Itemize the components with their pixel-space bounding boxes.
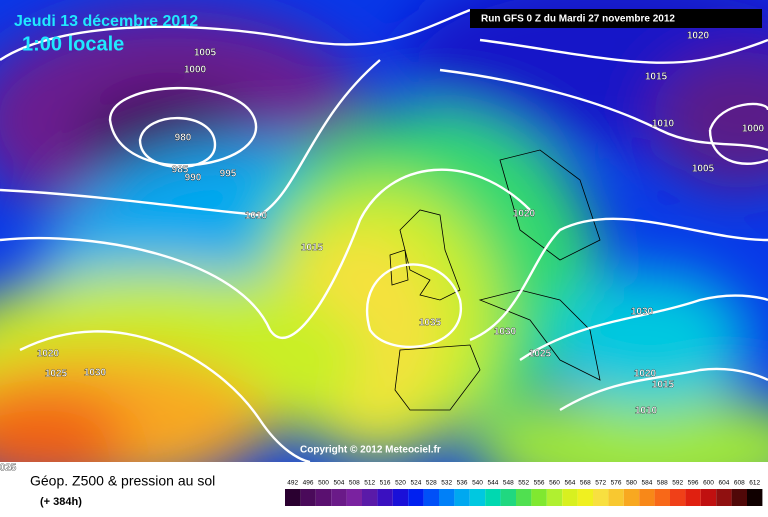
scale-label: 584 <box>641 480 652 487</box>
isobar-label: 1015 <box>645 72 668 83</box>
scale-label: 596 <box>688 480 699 487</box>
scale-swatch <box>685 489 701 506</box>
scale-swatch <box>500 489 516 506</box>
scale-swatch <box>469 489 486 506</box>
isobar-label: 1030 <box>84 368 107 379</box>
scale-label: 604 <box>718 480 729 487</box>
scale-label: 528 <box>426 480 437 487</box>
scale-swatch <box>331 489 347 506</box>
scale-swatch <box>392 489 409 506</box>
scale-swatch <box>516 489 532 506</box>
scale-swatch <box>670 489 686 506</box>
isobar-label: 1020 <box>513 209 536 220</box>
isobar-label: 990 <box>185 173 202 184</box>
isobar-label: 025 <box>0 463 17 474</box>
scale-label: 560 <box>549 480 560 487</box>
scale-label: 608 <box>734 480 745 487</box>
isobar-label: 980 <box>175 133 192 144</box>
isobar-label: 985 <box>172 165 189 176</box>
scale-label: 496 <box>303 480 314 487</box>
scale-swatch <box>623 489 640 506</box>
scale-swatch <box>346 489 362 506</box>
scale-label: 556 <box>534 480 545 487</box>
scale-swatch <box>608 489 624 506</box>
scale-swatch <box>654 489 670 506</box>
scale-label: 592 <box>672 480 683 487</box>
legend-lead: (+ 384h) <box>40 496 82 508</box>
scale-swatch <box>562 489 578 506</box>
scale-swatch <box>439 489 455 506</box>
scale-label: 568 <box>580 480 591 487</box>
scale-label: 492 <box>287 480 298 487</box>
isobar-label: 1025 <box>529 349 552 360</box>
isobar-label: 1020 <box>634 369 657 380</box>
isobar-label: 1010 <box>635 406 658 417</box>
isobar-label: 1030 <box>494 327 517 338</box>
isobar-label: 1015 <box>301 243 324 254</box>
scale-swatch <box>731 489 747 506</box>
isobar-label: 1025 <box>45 369 68 380</box>
scale-swatch <box>362 489 378 506</box>
scale-swatch <box>593 489 609 506</box>
isobar-label: 1035 <box>419 318 442 329</box>
scale-label: 576 <box>611 480 622 487</box>
scale-label: 512 <box>364 480 375 487</box>
scale-swatch <box>454 489 470 506</box>
scale-label: 600 <box>703 480 714 487</box>
scale-label: 504 <box>333 480 344 487</box>
copyright: Copyright © 2012 Meteociel.fr <box>300 445 441 456</box>
date: Jeudi 13 décembre 2012 <box>14 13 198 30</box>
scale-swatch <box>408 489 424 506</box>
legend-title: Géop. Z500 & pression au sol <box>30 473 215 489</box>
scale-swatch <box>577 489 593 506</box>
isobar-label: 1010 <box>652 119 675 130</box>
scale-label: 516 <box>380 480 391 487</box>
scale-swatch <box>377 489 393 506</box>
scale-swatch <box>716 489 732 506</box>
scale-label: 532 <box>441 480 452 487</box>
isobar-label: 1010 <box>245 211 268 222</box>
scale-label: 500 <box>318 480 329 487</box>
scale-swatch <box>546 489 563 506</box>
scale-swatch <box>700 489 717 506</box>
scale-swatch <box>747 489 763 506</box>
scale-swatch <box>639 489 655 506</box>
scale-swatch <box>300 489 316 506</box>
scale-label: 548 <box>503 480 514 487</box>
isobar-label: 1030 <box>631 307 654 318</box>
scale-label: 536 <box>457 480 468 487</box>
scale-label: 520 <box>395 480 406 487</box>
scale-label: 544 <box>487 480 498 487</box>
isobar-label: 1015 <box>652 380 675 391</box>
isobars <box>0 8 768 462</box>
isobar-label: 1020 <box>687 31 710 42</box>
scale-label: 572 <box>595 480 606 487</box>
scale-label: 564 <box>564 480 575 487</box>
isobar-label: 1000 <box>184 65 207 76</box>
scale-label: 612 <box>749 480 760 487</box>
isobar-label: 1005 <box>194 48 217 59</box>
isobar-label: 1020 <box>37 349 60 360</box>
scale-swatch <box>423 489 439 506</box>
isobar-label: 995 <box>220 169 237 180</box>
scale-label: 580 <box>626 480 637 487</box>
scale-swatch <box>315 489 332 506</box>
time: 1:00 locale <box>22 33 124 55</box>
scale-swatch <box>485 489 501 506</box>
scale-label: 588 <box>657 480 668 487</box>
scale-label: 540 <box>472 480 483 487</box>
isobar-label: 1005 <box>692 164 715 175</box>
scale-swatch <box>285 489 301 506</box>
run-info: Run GFS 0 Z du Mardi 27 novembre 2012 <box>481 14 675 25</box>
scale-label: 508 <box>349 480 360 487</box>
scale-label: 552 <box>518 480 529 487</box>
isobar-label: 1000 <box>742 124 765 135</box>
scale-label: 524 <box>410 480 421 487</box>
scale-swatch <box>531 489 547 506</box>
